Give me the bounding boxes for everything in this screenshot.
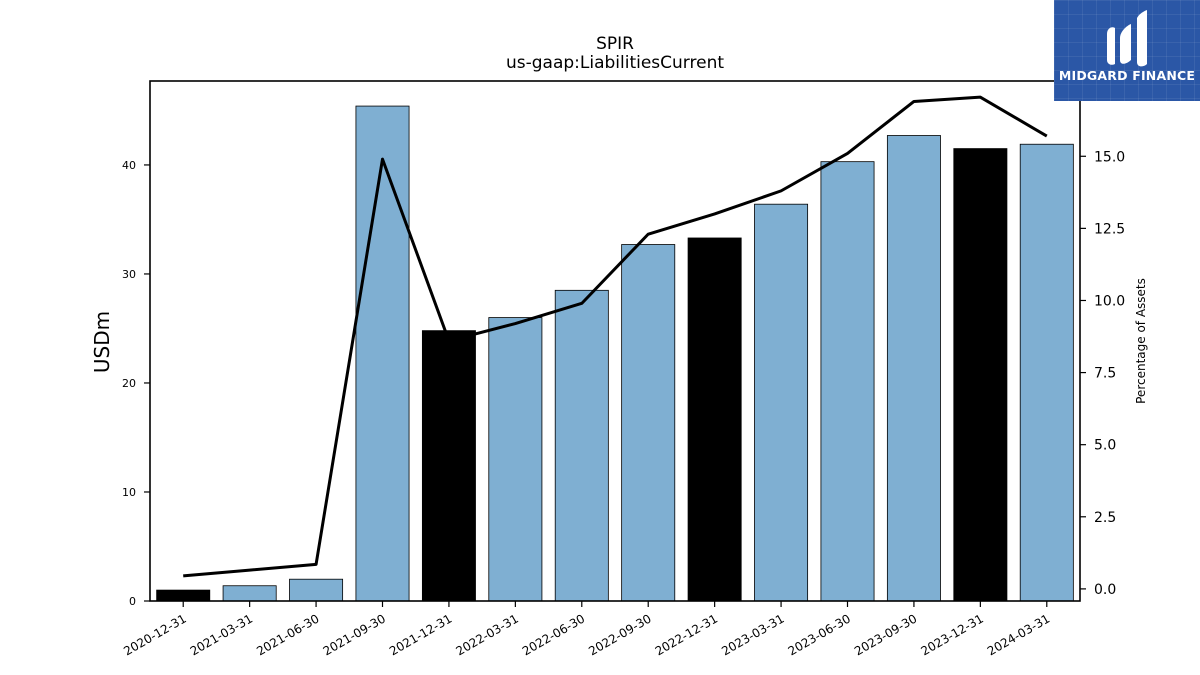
y-tick-label: 0 <box>129 595 136 608</box>
y2-tick-label: 10.0 <box>1094 293 1125 309</box>
y2-tick-label: 7.5 <box>1094 366 1116 382</box>
bar-2022-12-31 <box>687 237 742 602</box>
bar-2021-12-31 <box>421 330 476 602</box>
x-tick-label: 2022-03-31 <box>453 611 520 658</box>
y2-axis-label: Percentage of Assets <box>1134 278 1148 404</box>
y-tick-label: 30 <box>122 268 136 281</box>
bar-2023-09-30 <box>886 135 941 602</box>
bar-2021-03-31 <box>222 585 277 602</box>
bar-2023-03-31 <box>754 203 809 602</box>
y2-tick-label: 15.0 <box>1094 149 1125 165</box>
x-tick-label: 2022-12-31 <box>653 611 720 658</box>
bar-2024-03-31 <box>1019 143 1074 602</box>
plot-frame <box>149 80 1081 602</box>
bar-2022-03-31 <box>488 317 543 602</box>
y2-tick-label: 5.0 <box>1094 438 1116 454</box>
x-tick-label: 2021-12-31 <box>387 611 454 658</box>
chart-title: SPIR <box>596 34 634 54</box>
x-tick-label: 2023-12-31 <box>918 611 985 658</box>
logo-mark-icon <box>1107 10 1147 67</box>
x-tick-label: 2021-09-30 <box>321 611 388 658</box>
bar-2023-12-31 <box>953 148 1008 602</box>
bar-2022-09-30 <box>621 244 676 602</box>
x-tick-label: 2023-03-31 <box>719 611 786 658</box>
y-axis-label: USDm <box>90 311 114 373</box>
x-tick-label: 2020-12-31 <box>121 611 188 658</box>
bar-group <box>156 105 1074 602</box>
percentage-line-group <box>183 95 1048 578</box>
chart-subtitle: us-gaap:LiabilitiesCurrent <box>506 53 724 73</box>
x-tick-label: 2021-06-30 <box>254 611 321 658</box>
x-tick-label: 2023-09-30 <box>852 611 919 658</box>
y2-tick-label: 0.0 <box>1094 582 1116 598</box>
bar-2021-06-30 <box>289 578 344 602</box>
y-tick-label: 40 <box>122 159 136 172</box>
y2-tick-label: 2.5 <box>1094 510 1116 526</box>
x-tick-label: 2023-06-30 <box>786 611 853 658</box>
x-tick-label: 2022-06-30 <box>520 611 587 658</box>
bar-2020-12-31 <box>156 589 211 602</box>
x-tick-label: 2024-03-31 <box>985 611 1052 658</box>
percentage-of-assets-line <box>183 95 1048 578</box>
y-tick-label: 10 <box>122 486 136 499</box>
logo-text: MIDGARD FINANCE <box>1058 68 1196 83</box>
bar-2021-09-30 <box>355 105 410 602</box>
x-tick-label: 2021-03-31 <box>188 611 255 658</box>
bar-2023-06-30 <box>820 161 875 602</box>
midgard-finance-logo: MIDGARD FINANCE <box>1054 0 1200 101</box>
y-tick-label: 20 <box>122 377 136 390</box>
x-tick-label: 2022-09-30 <box>586 611 653 658</box>
bar-2022-06-30 <box>554 289 609 602</box>
y2-tick-label: 12.5 <box>1094 221 1125 237</box>
